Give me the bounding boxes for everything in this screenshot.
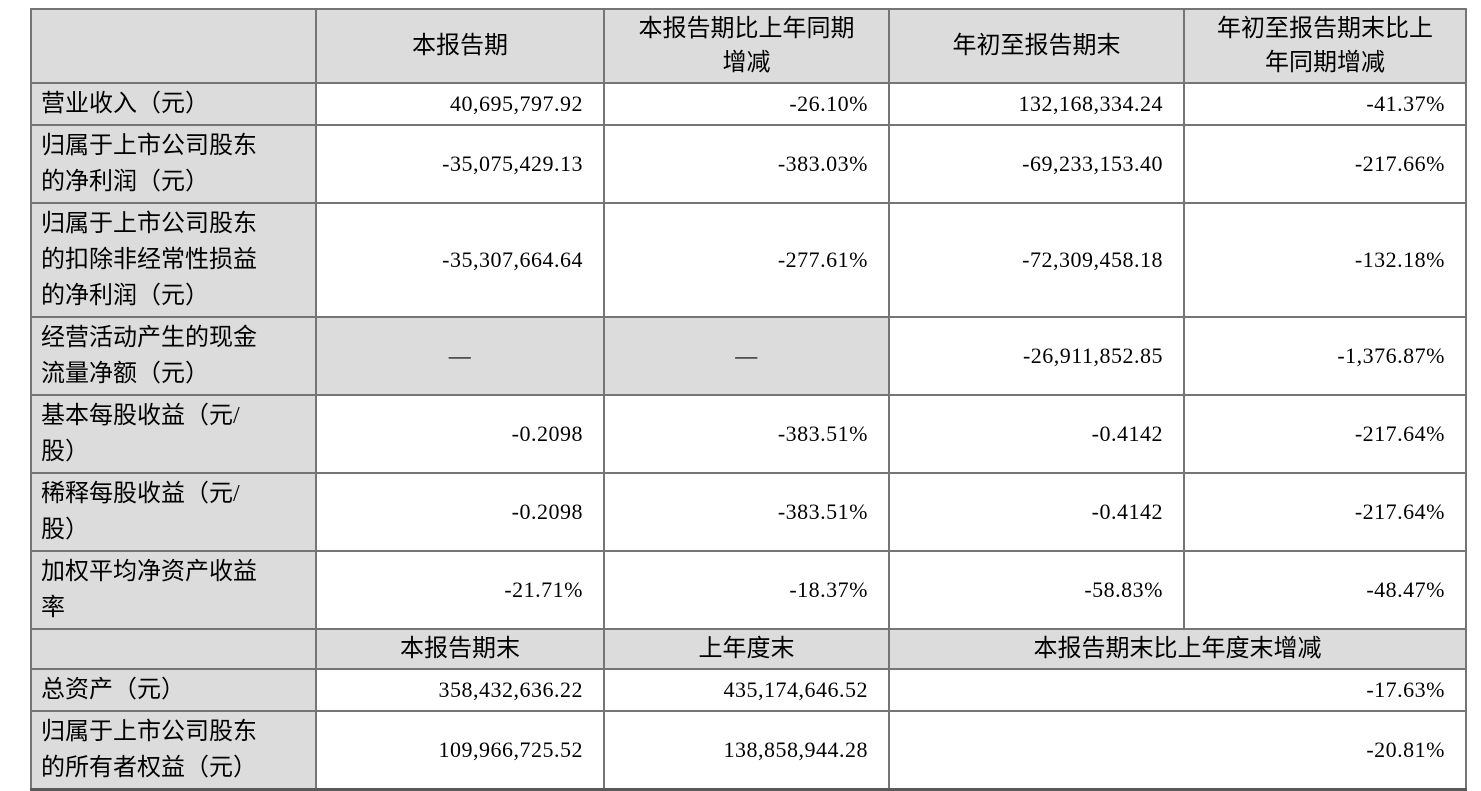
value-cell: -383.03% bbox=[603, 124, 890, 204]
dash-cell: — bbox=[315, 316, 605, 396]
header-row-period-end: 本报告期末 上年度末 本报告期末比上年度末增减 bbox=[30, 628, 1467, 670]
value-cell: -18.37% bbox=[603, 550, 890, 630]
value-cell: -58.83% bbox=[888, 550, 1185, 630]
table-row: 稀释每股收益（元/ 股） -0.2098 -383.51% -0.4142 -2… bbox=[30, 472, 1467, 552]
value-cell: -0.2098 bbox=[315, 472, 605, 552]
row-label: 基本每股收益（元/ 股） bbox=[30, 394, 317, 474]
page: { "colors": { "cell_shade": "#dcdcdc", "… bbox=[30, 8, 1467, 791]
col-header-prior-year-end: 上年度末 bbox=[603, 628, 890, 670]
value-cell: 138,858,944.28 bbox=[603, 710, 890, 791]
value-cell: -21.71% bbox=[315, 550, 605, 630]
value-cell: 109,966,725.52 bbox=[315, 710, 605, 791]
value-cell: -0.4142 bbox=[888, 472, 1185, 552]
table-row: 加权平均净资产收益 率 -21.71% -18.37% -58.83% -48.… bbox=[30, 550, 1467, 630]
value-cell: -383.51% bbox=[603, 472, 890, 552]
corner-cell bbox=[30, 8, 317, 84]
row-label: 加权平均净资产收益 率 bbox=[30, 550, 317, 630]
value-cell: -0.2098 bbox=[315, 394, 605, 474]
row-label: 归属于上市公司股东 的净利润（元） bbox=[30, 124, 317, 204]
value-cell: -35,075,429.13 bbox=[315, 124, 605, 204]
value-cell: -35,307,664.64 bbox=[315, 202, 605, 318]
col-header-period-end-change: 本报告期末比上年度末增减 bbox=[888, 628, 1467, 670]
financial-summary-table: 本报告期 本报告期比上年同期 增减 年初至报告期末 年初至报告期末比上 年同期增… bbox=[30, 8, 1467, 791]
value-cell: 358,432,636.22 bbox=[315, 668, 605, 712]
value-cell: 435,174,646.52 bbox=[603, 668, 890, 712]
corner-cell bbox=[30, 628, 317, 670]
table-row: 归属于上市公司股东 的所有者权益（元） 109,966,725.52 138,8… bbox=[30, 710, 1467, 791]
value-cell: -132.18% bbox=[1183, 202, 1467, 318]
col-header-yoy-change: 本报告期比上年同期 增减 bbox=[603, 8, 890, 84]
table-row: 归属于上市公司股东 的净利润（元） -35,075,429.13 -383.03… bbox=[30, 124, 1467, 204]
header-row-period: 本报告期 本报告期比上年同期 增减 年初至报告期末 年初至报告期末比上 年同期增… bbox=[30, 8, 1467, 84]
row-label: 总资产（元） bbox=[30, 668, 317, 712]
value-cell: 132,168,334.24 bbox=[888, 82, 1185, 126]
dash-cell: — bbox=[603, 316, 890, 396]
table-row: 总资产（元） 358,432,636.22 435,174,646.52 -17… bbox=[30, 668, 1467, 712]
col-header-current-period: 本报告期 bbox=[315, 8, 605, 84]
value-cell: -217.64% bbox=[1183, 472, 1467, 552]
value-cell: 40,695,797.92 bbox=[315, 82, 605, 126]
row-label: 经营活动产生的现金 流量净额（元） bbox=[30, 316, 317, 396]
value-cell: -69,233,153.40 bbox=[888, 124, 1185, 204]
col-header-ytd: 年初至报告期末 bbox=[888, 8, 1185, 84]
row-label: 归属于上市公司股东 的所有者权益（元） bbox=[30, 710, 317, 791]
value-cell: -26.10% bbox=[603, 82, 890, 126]
value-cell: -72,309,458.18 bbox=[888, 202, 1185, 318]
value-cell: -48.47% bbox=[1183, 550, 1467, 630]
table-row: 基本每股收益（元/ 股） -0.2098 -383.51% -0.4142 -2… bbox=[30, 394, 1467, 474]
table-row: 营业收入（元） 40,695,797.92 -26.10% 132,168,33… bbox=[30, 82, 1467, 126]
value-cell: -0.4142 bbox=[888, 394, 1185, 474]
value-cell: -20.81% bbox=[888, 710, 1467, 791]
row-label: 营业收入（元） bbox=[30, 82, 317, 126]
table-row: 经营活动产生的现金 流量净额（元） — — -26,911,852.85 -1,… bbox=[30, 316, 1467, 396]
value-cell: -17.63% bbox=[888, 668, 1467, 712]
value-cell: -217.66% bbox=[1183, 124, 1467, 204]
value-cell: -277.61% bbox=[603, 202, 890, 318]
value-cell: -383.51% bbox=[603, 394, 890, 474]
col-header-ytd-yoy-change: 年初至报告期末比上 年同期增减 bbox=[1183, 8, 1467, 84]
row-label: 稀释每股收益（元/ 股） bbox=[30, 472, 317, 552]
value-cell: -26,911,852.85 bbox=[888, 316, 1185, 396]
col-header-period-end: 本报告期末 bbox=[315, 628, 605, 670]
row-label: 归属于上市公司股东 的扣除非经常性损益 的净利润（元） bbox=[30, 202, 317, 318]
value-cell: -217.64% bbox=[1183, 394, 1467, 474]
value-cell: -41.37% bbox=[1183, 82, 1467, 126]
value-cell: -1,376.87% bbox=[1183, 316, 1467, 396]
table-row: 归属于上市公司股东 的扣除非经常性损益 的净利润（元） -35,307,664.… bbox=[30, 202, 1467, 318]
